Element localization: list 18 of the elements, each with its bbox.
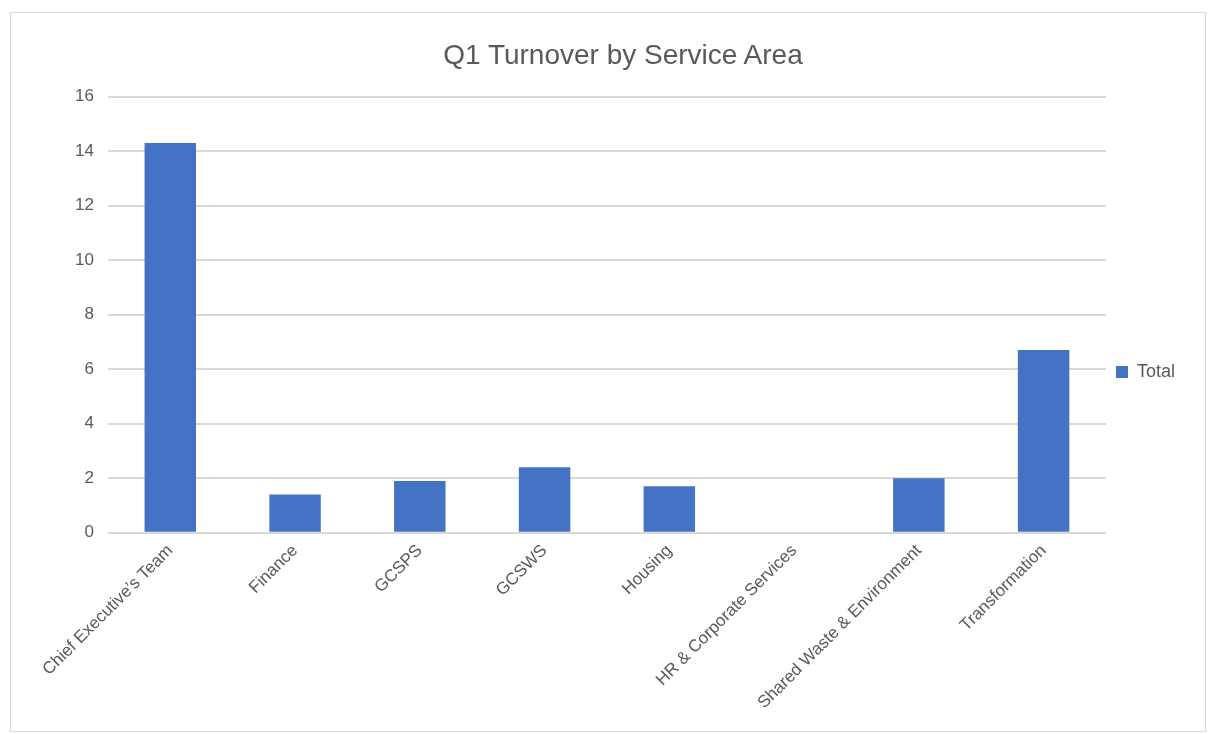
legend-label: Total — [1136, 360, 1176, 381]
y-tick-label: 12 — [74, 195, 94, 215]
bar — [269, 494, 321, 532]
y-tick-label: 10 — [74, 249, 94, 269]
y-tick-label: 0 — [84, 522, 94, 542]
y-tick-label: 8 — [84, 304, 94, 324]
y-tick-label: 14 — [74, 140, 94, 160]
bar — [518, 467, 571, 532]
y-tick-label: 2 — [84, 467, 94, 487]
chart-title: Q1 Turnover by Service Area — [443, 38, 804, 70]
y-tick-label: 4 — [84, 413, 94, 433]
bar — [893, 478, 945, 532]
bar — [643, 486, 696, 532]
bar — [1017, 350, 1070, 532]
y-tick-label: 16 — [74, 86, 94, 106]
bar — [394, 480, 446, 532]
bar — [144, 142, 197, 532]
y-tick-label: 6 — [84, 358, 94, 378]
